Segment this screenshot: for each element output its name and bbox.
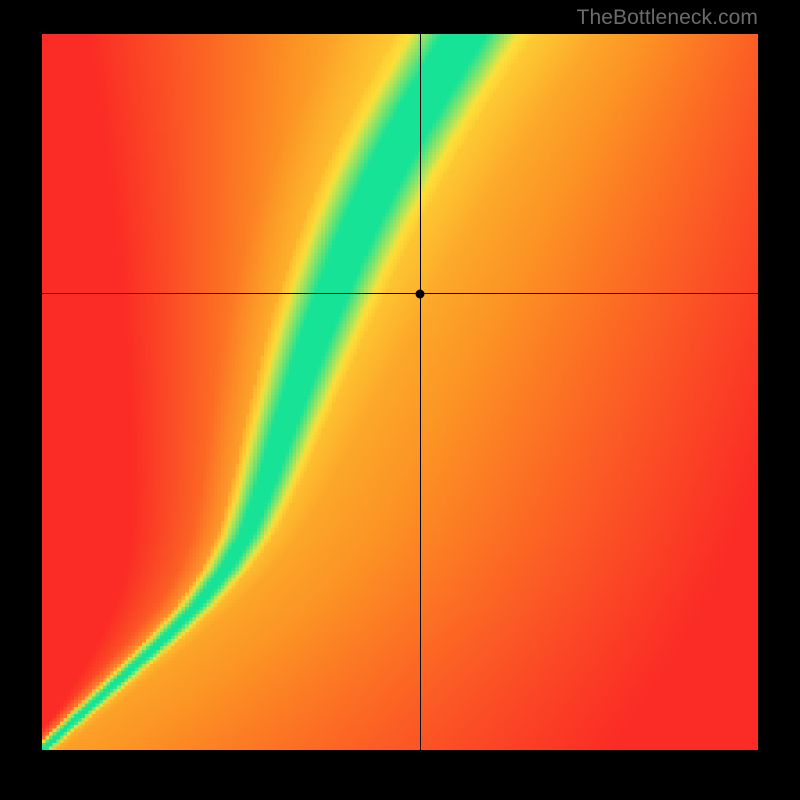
- heatmap-plot: [42, 34, 758, 750]
- heatmap-canvas: [42, 34, 758, 750]
- crosshair-vertical: [420, 34, 421, 750]
- chart-container: TheBottleneck.com: [0, 0, 800, 800]
- crosshair-horizontal: [42, 293, 758, 294]
- watermark-text: TheBottleneck.com: [577, 6, 758, 30]
- data-point-marker: [416, 289, 425, 298]
